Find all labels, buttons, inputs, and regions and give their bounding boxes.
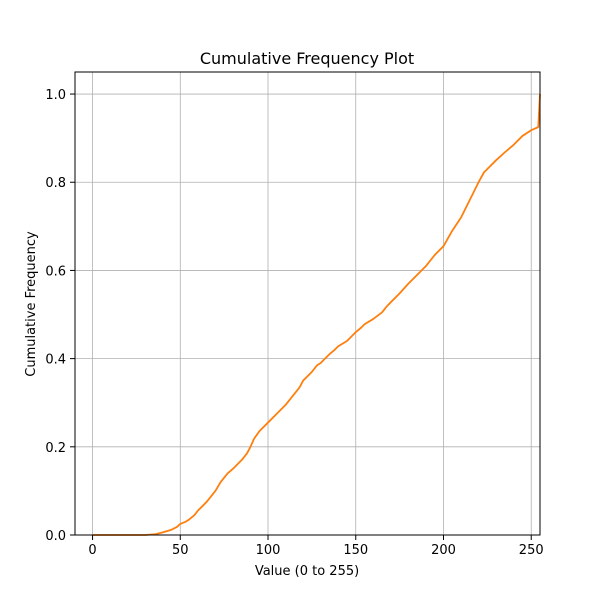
x-tick-label: 100: [256, 543, 281, 558]
x-tick-label: 150: [343, 543, 368, 558]
x-tick-label: 0: [88, 543, 96, 558]
x-tick-label: 250: [519, 543, 544, 558]
cumulative-frequency-line: [92, 94, 541, 536]
y-tick-label: 1.0: [45, 88, 66, 103]
y-tick-label: 0.2: [45, 441, 66, 456]
y-axis-label: Cumulative Frequency: [24, 231, 39, 377]
x-axis-ticks: 0 50 100 150 200 250: [88, 535, 544, 558]
series-layer: [92, 94, 541, 536]
plot-frame: [74, 71, 541, 536]
chart-title: Cumulative Frequency Plot: [200, 49, 414, 68]
grid-lines: [75, 72, 540, 536]
x-tick-label: 50: [172, 543, 189, 558]
y-tick-label: 0.8: [45, 176, 66, 191]
y-axis-ticks: 0.0 0.2 0.4 0.6 0.8 1.0: [45, 88, 75, 544]
y-tick-label: 0.6: [45, 264, 66, 279]
y-tick-label: 0.4: [45, 353, 66, 368]
x-axis-label: Value (0 to 255): [255, 564, 359, 579]
x-tick-label: 200: [431, 543, 456, 558]
y-tick-label: 0.0: [45, 529, 66, 544]
